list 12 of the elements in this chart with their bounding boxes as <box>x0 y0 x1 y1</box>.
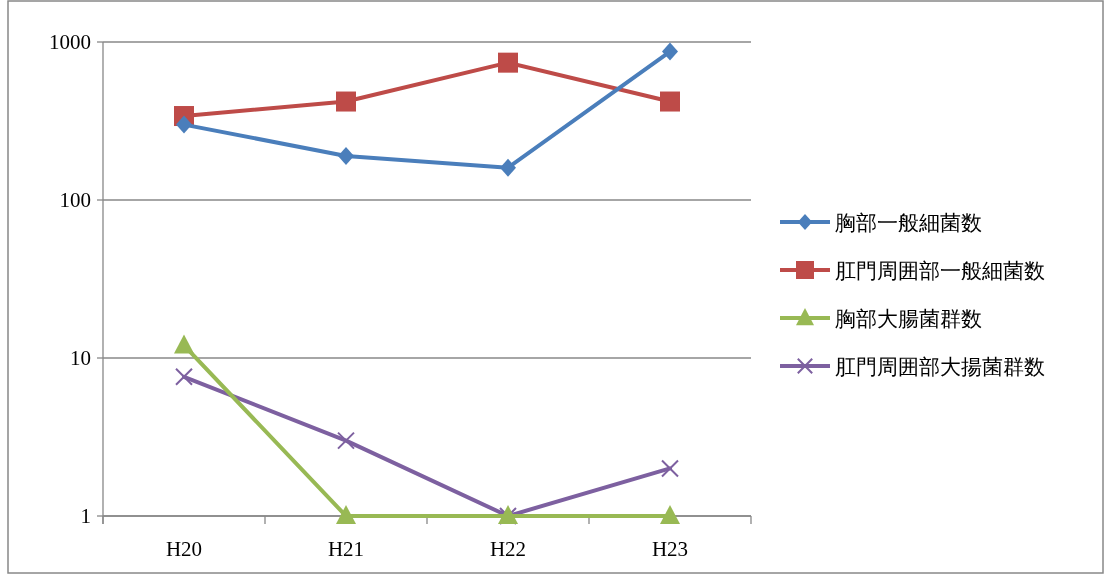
legend-label: 肛門周囲部大揚菌群数 <box>835 355 1045 379</box>
x-tick-label: H20 <box>165 537 203 561</box>
y-tick-label: 100 <box>59 188 91 212</box>
y-tick-label: 1000 <box>49 30 91 54</box>
x-tick-label: H23 <box>651 537 689 561</box>
y-tick-label: 10 <box>70 346 91 370</box>
y-tick-label: 1 <box>80 504 91 528</box>
legend-label: 肛門周囲部一般細菌数 <box>835 259 1045 283</box>
legend-label: 胸部大腸菌群数 <box>835 307 982 331</box>
x-tick-label: H22 <box>489 537 527 561</box>
legend-label: 胸部一般細菌数 <box>835 211 982 235</box>
x-tick-label: H21 <box>327 537 365 561</box>
